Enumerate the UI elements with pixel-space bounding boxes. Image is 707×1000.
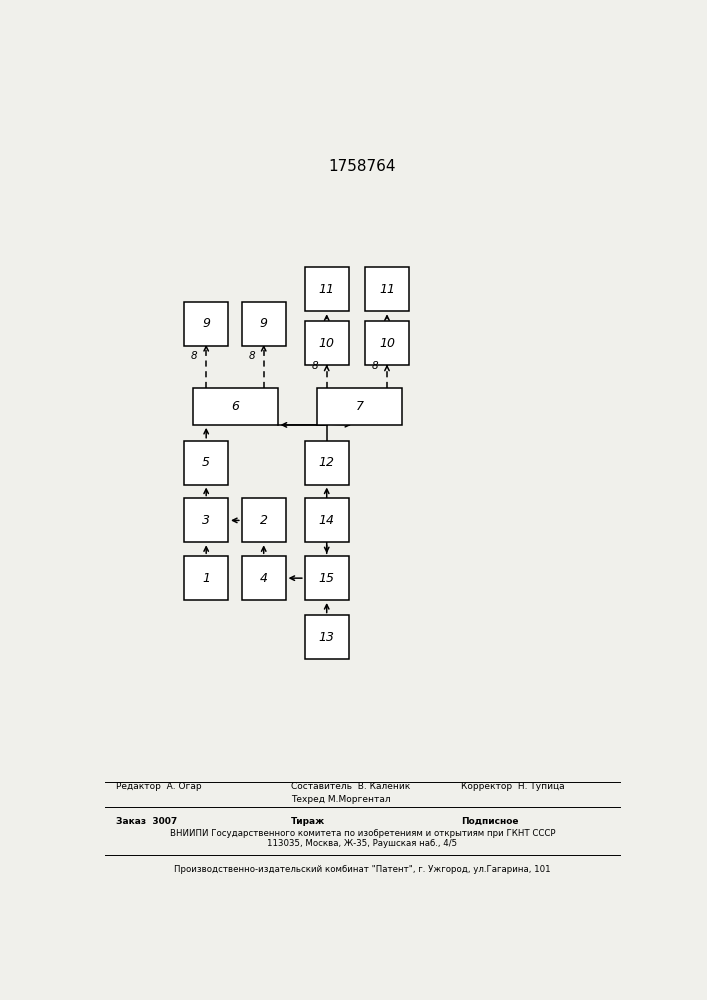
Bar xyxy=(242,498,286,542)
Bar xyxy=(242,556,286,600)
Text: 13: 13 xyxy=(319,631,334,644)
Bar xyxy=(317,388,402,425)
Text: Подписное: Подписное xyxy=(461,817,518,826)
Text: 3: 3 xyxy=(202,514,210,527)
Text: 10: 10 xyxy=(379,337,395,350)
Text: 8: 8 xyxy=(311,361,318,371)
Text: 11: 11 xyxy=(379,283,395,296)
Bar xyxy=(185,441,228,485)
Text: 5: 5 xyxy=(202,456,210,469)
Bar xyxy=(305,321,349,365)
Text: 12: 12 xyxy=(319,456,334,469)
Bar xyxy=(185,302,228,346)
Text: 7: 7 xyxy=(356,400,363,413)
Bar xyxy=(305,267,349,311)
Bar xyxy=(305,498,349,542)
Text: 4: 4 xyxy=(259,572,268,585)
Text: 10: 10 xyxy=(319,337,334,350)
Bar xyxy=(185,498,228,542)
Text: Производственно-издательский комбинат "Патент", г. Ужгород, ул.Гагарина, 101: Производственно-издательский комбинат "П… xyxy=(174,865,551,874)
Text: 6: 6 xyxy=(231,400,239,413)
Bar xyxy=(185,556,228,600)
Text: 14: 14 xyxy=(319,514,334,527)
Text: 8: 8 xyxy=(248,351,255,361)
Text: 8: 8 xyxy=(191,351,197,361)
Text: 113035, Москва, Ж-35, Раушская наб., 4/5: 113035, Москва, Ж-35, Раушская наб., 4/5 xyxy=(267,839,457,848)
Text: 9: 9 xyxy=(202,317,210,330)
Text: Тираж: Тираж xyxy=(291,817,325,826)
Text: Техред М.Моргентал: Техред М.Моргентал xyxy=(291,795,391,804)
Text: Составитель  В. Каленик: Составитель В. Каленик xyxy=(291,782,410,791)
Text: ВНИИПИ Государственного комитета по изобретениям и открытиям при ГКНТ СССР: ВНИИПИ Государственного комитета по изоб… xyxy=(170,829,555,838)
Text: 9: 9 xyxy=(259,317,268,330)
Text: 1: 1 xyxy=(202,572,210,585)
Text: 15: 15 xyxy=(319,572,334,585)
Bar xyxy=(193,388,278,425)
Text: Корректор  Н. Тупица: Корректор Н. Тупица xyxy=(461,782,565,791)
Text: 1758764: 1758764 xyxy=(329,159,396,174)
Text: 8: 8 xyxy=(372,361,378,371)
Text: 2: 2 xyxy=(259,514,268,527)
Bar xyxy=(365,267,409,311)
Text: Заказ  3007: Заказ 3007 xyxy=(116,817,177,826)
Text: 11: 11 xyxy=(319,283,334,296)
Bar xyxy=(305,441,349,485)
Bar xyxy=(305,556,349,600)
Bar xyxy=(242,302,286,346)
Bar xyxy=(305,615,349,659)
Bar xyxy=(365,321,409,365)
Text: Редактор  А. Огар: Редактор А. Огар xyxy=(116,782,201,791)
